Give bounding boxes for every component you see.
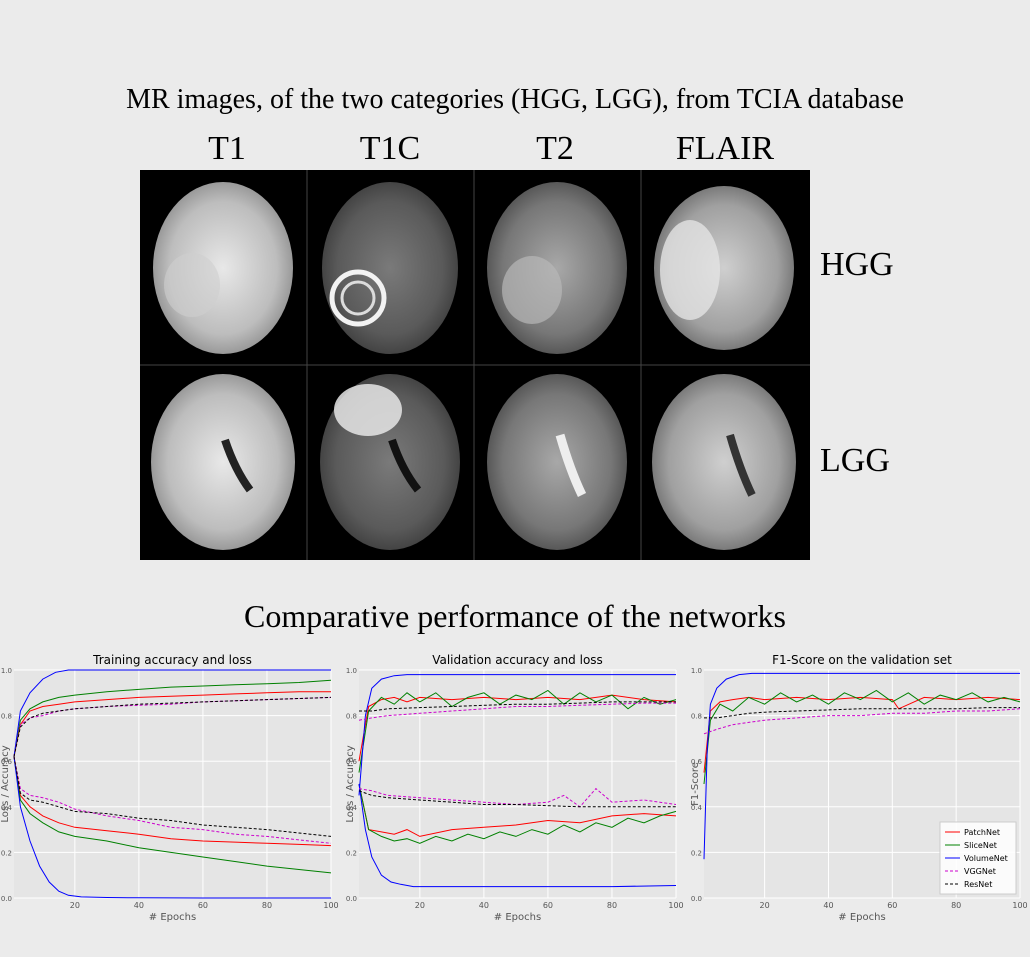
series-line-resnet [13, 696, 332, 757]
charts-row: Training accuracy and loss 20 40 60 80 100 0.0… [0, 648, 1030, 957]
y-tick-label: 1.0 [346, 667, 357, 675]
y-tick-label: 0.8 [691, 713, 702, 721]
y-tick-label: 0.4 [691, 804, 703, 812]
series-line-resnet-loss [13, 756, 332, 837]
series-line-slicenet [13, 679, 332, 757]
series-line-vggnet [358, 702, 676, 721]
series-line-volumenet-loss [13, 756, 331, 899]
series-line-volumenet-loss [358, 783, 677, 888]
chart-validation: Validation accuracy and loss 20 40 60 80 100 0… [345, 653, 684, 923]
series-line-vggnet [703, 708, 1021, 735]
x-tick-label: 40 [134, 901, 144, 910]
chart-title: Validation accuracy and loss [432, 653, 603, 667]
grade-label-hgg: HGG [820, 246, 894, 283]
series-line-patchnet [703, 696, 1021, 773]
x-tick-label: 60 [543, 901, 553, 910]
y-axis-label: F1-Score [690, 762, 701, 806]
legend-label: PatchNet [964, 828, 1000, 837]
legend-label: SliceNet [964, 841, 997, 850]
series-line-volumenet [358, 674, 676, 796]
series-line-slicenet [703, 689, 1021, 785]
series-line-patchnet [13, 691, 331, 757]
performance-title: Comparative performance of the networks [243, 598, 786, 634]
y-tick-label: 0.0 [346, 895, 357, 903]
legend-label: VolumeNet [964, 854, 1008, 863]
x-tick-label: 100 [1012, 901, 1027, 910]
series-line-slicenet-loss [358, 783, 677, 844]
y-tick-label: 1.0 [691, 667, 702, 675]
x-tick-label: 100 [668, 901, 683, 910]
y-tick-label: 0.0 [691, 895, 702, 903]
x-axis-label: # Epochs [838, 912, 885, 923]
y-tick-label: 0.2 [691, 849, 702, 857]
y-tick-label: 1.0 [1, 667, 12, 675]
y-tick-label: 0.4 [1, 804, 13, 812]
series-line-resnet-loss [358, 790, 676, 808]
mri-image-grid [140, 170, 810, 560]
y-axis-label: Loss / Accuracy [0, 745, 11, 822]
sequence-label-t1: T1 [208, 130, 246, 167]
plot-area [359, 670, 676, 898]
y-tick-label: 0.4 [346, 804, 358, 812]
series-line-vggnet-loss [13, 756, 332, 844]
sequence-label-flair: FLAIR [675, 130, 775, 167]
x-tick-label: 60 [198, 901, 208, 910]
y-axis-label: Loss / Accuracy [345, 745, 356, 822]
x-tick-label: 40 [823, 901, 833, 910]
x-axis-label: # Epochs [494, 912, 541, 923]
x-tick-label: 20 [760, 901, 770, 910]
chart-training: Training accuracy and loss 20 40 60 80 100 0.0… [0, 653, 339, 923]
series-line-patchnet-loss [13, 756, 332, 847]
chart-title: F1-Score on the validation set [772, 653, 952, 667]
x-tick-label: 40 [479, 901, 489, 910]
series-line-slicenet-loss [13, 756, 332, 874]
x-tick-label: 20 [70, 901, 80, 910]
y-tick-label: 0.2 [1, 849, 12, 857]
y-tick-label: 0.8 [1, 713, 12, 721]
x-tick-label: 60 [887, 901, 897, 910]
y-tick-label: 0.6 [691, 758, 703, 766]
chart-f1: F1-Score on the validation set 20 40 60 80 10… [690, 653, 1028, 923]
sequence-label-t1c: T1C [359, 130, 421, 167]
sequence-label-t2: T2 [536, 130, 574, 167]
plot-area [14, 670, 331, 898]
y-tick-label: 0.0 [1, 895, 12, 903]
y-tick-label: 0.6 [346, 758, 358, 766]
x-tick-label: 100 [323, 901, 338, 910]
legend-label: VGGNet [964, 867, 996, 876]
series-line-volumenet [13, 669, 331, 757]
series-line-resnet [359, 701, 676, 712]
x-axis-label: # Epochs [149, 912, 196, 923]
x-tick-label: 20 [415, 901, 425, 910]
chart-title: Training accuracy and loss [92, 653, 252, 667]
series-line-patchnet [358, 694, 677, 762]
mri-image-mosaic [140, 170, 810, 560]
grade-label-lgg: LGG [820, 442, 890, 479]
x-tick-label: 80 [951, 901, 961, 910]
y-tick-label: 0.8 [346, 713, 357, 721]
mr-figure-title: MR images, of the two categories (HGG, L… [126, 84, 904, 115]
series-line-patchnet-loss [358, 783, 677, 837]
series-line-resnet [704, 707, 1020, 719]
legend-label: ResNet [964, 880, 992, 889]
x-tick-label: 80 [262, 901, 272, 910]
y-tick-label: 0.6 [1, 758, 13, 766]
x-tick-label: 80 [607, 901, 617, 910]
y-tick-label: 0.2 [346, 849, 357, 857]
series-line-volumenet [703, 672, 1020, 860]
